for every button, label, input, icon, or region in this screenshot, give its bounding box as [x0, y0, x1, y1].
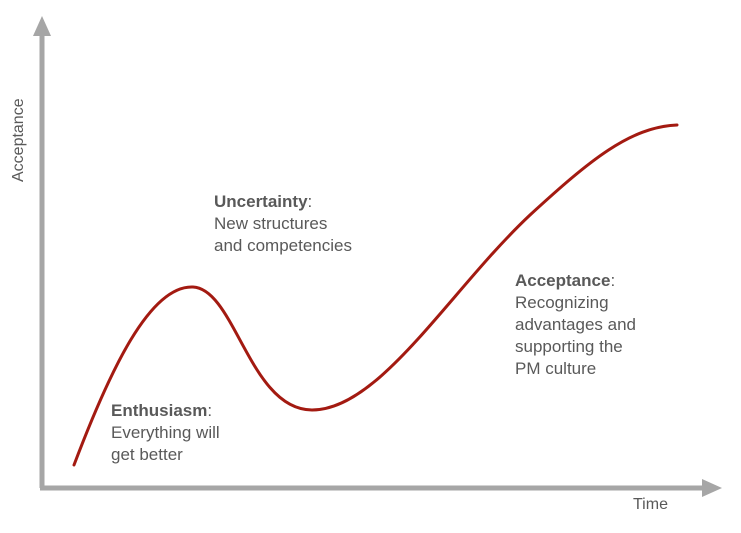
uncertainty-annotation: Uncertainty: New structures and competen…	[214, 191, 352, 257]
acceptance-line-3: supporting the	[515, 337, 623, 356]
x-axis-arrow	[702, 479, 722, 497]
acceptance-heading: Acceptance	[515, 271, 611, 290]
enthusiasm-annotation: Enthusiasm: Everything will get better	[111, 400, 220, 466]
y-axis-arrow	[33, 16, 51, 36]
acceptance-line-1: Recognizing	[515, 293, 609, 312]
uncertainty-heading: Uncertainty	[214, 192, 308, 211]
acceptance-line-2: advantages and	[515, 315, 636, 334]
enthusiasm-line-1: Everything will	[111, 423, 220, 442]
acceptance-curve	[72, 123, 679, 467]
uncertainty-line-1: New structures	[214, 214, 328, 233]
enthusiasm-heading: Enthusiasm	[111, 401, 208, 420]
y-axis-label: Acceptance	[10, 98, 27, 182]
acceptance-annotation: Acceptance: Recognizing advantages and s…	[515, 270, 636, 380]
x-axis-label: Time	[633, 496, 668, 513]
uncertainty-line-2: and competencies	[214, 236, 352, 255]
uncertainty-colon: :	[307, 192, 313, 211]
enthusiasm-colon: :	[207, 401, 213, 420]
acceptance-line-4: PM culture	[515, 359, 597, 378]
acceptance-colon: :	[610, 271, 616, 290]
enthusiasm-line-2: get better	[111, 445, 183, 464]
